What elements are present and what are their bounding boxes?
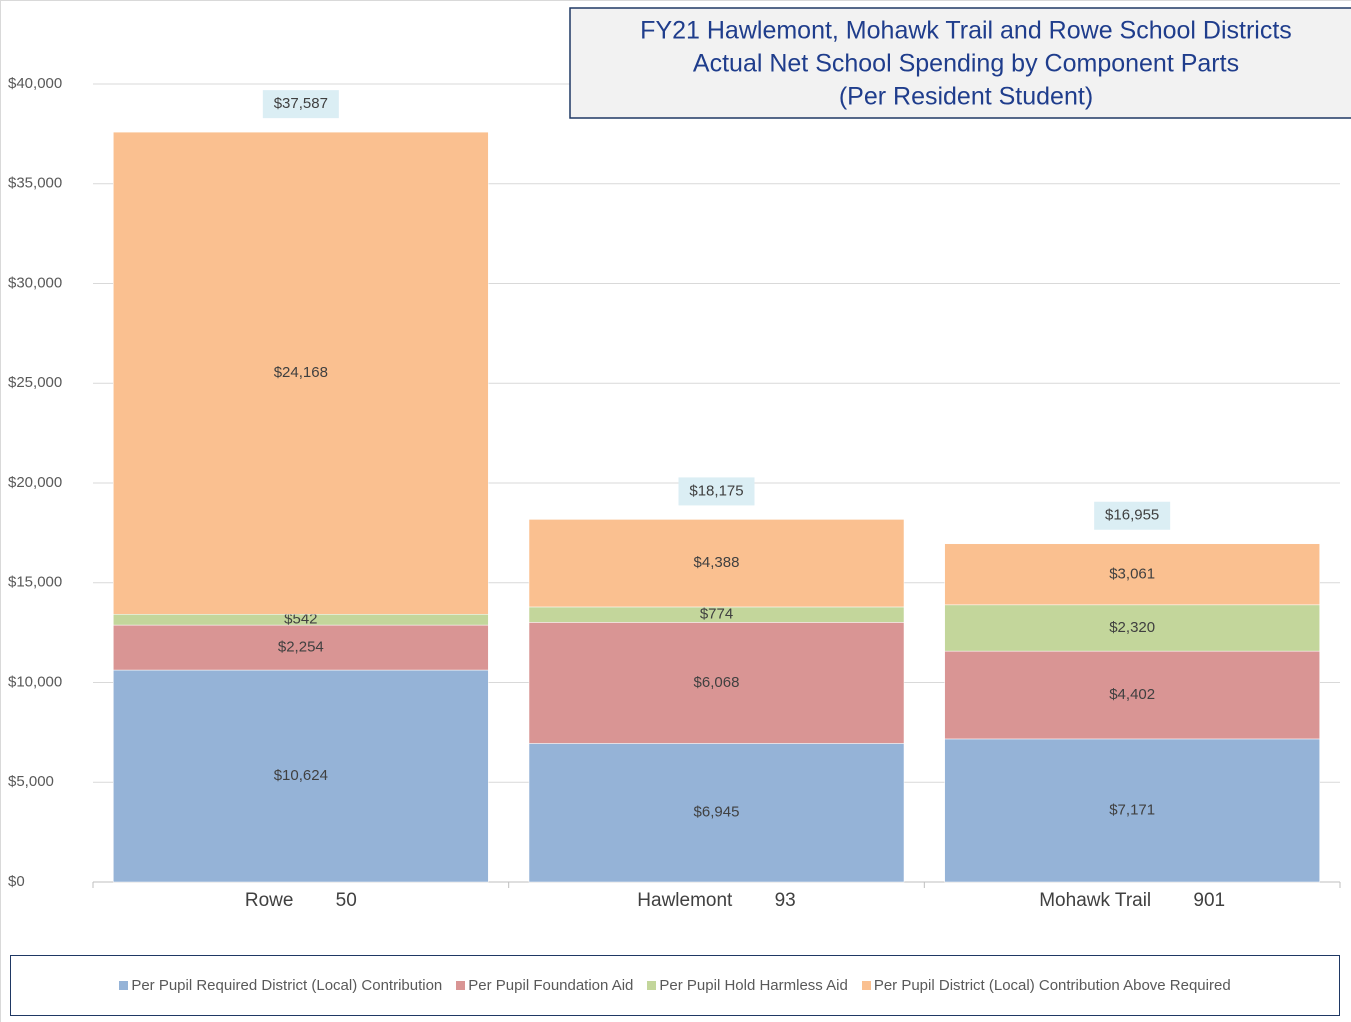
legend: Per Pupil Required District (Local) Cont… xyxy=(10,955,1340,1016)
data-label: $542 xyxy=(284,611,317,628)
bar-segment xyxy=(944,604,1320,652)
x-tick-label: Hawlemont 93 xyxy=(637,890,795,911)
data-label: $2,320 xyxy=(1109,619,1155,636)
total-label-bg xyxy=(678,477,755,506)
y-tick-label: $20,000 xyxy=(8,474,62,491)
bar-segment xyxy=(113,669,489,883)
y-tick-label: $30,000 xyxy=(8,274,62,291)
data-label: $7,171 xyxy=(1109,801,1155,818)
chart-title: FY21 Hawlemont, Mohawk Trail and Rowe Sc… xyxy=(640,17,1292,45)
total-label-bg xyxy=(1094,501,1171,530)
y-tick-label: $5,000 xyxy=(8,773,54,790)
legend-item: Per Pupil Foundation Aid xyxy=(456,977,633,994)
title-box xyxy=(569,7,1351,119)
legend-label: Per Pupil Hold Harmless Aid xyxy=(659,977,848,994)
data-label: $6,945 xyxy=(694,804,740,821)
data-label: $24,168 xyxy=(274,364,328,381)
legend-label: Per Pupil District (Local) Contribution … xyxy=(873,977,1231,994)
y-tick-label: $35,000 xyxy=(8,175,62,192)
legend-label: Per Pupil Required District (Local) Cont… xyxy=(131,977,443,994)
bar-segment xyxy=(113,131,489,615)
bar-segment xyxy=(944,543,1320,606)
bar-segment xyxy=(944,738,1320,883)
total-label-bg xyxy=(262,90,339,119)
data-label: $10,624 xyxy=(274,767,328,784)
legend-marker xyxy=(119,981,129,990)
total-label: $18,175 xyxy=(689,482,743,499)
data-label: $4,402 xyxy=(1109,686,1155,703)
total-label: $16,955 xyxy=(1105,507,1159,524)
y-tick-label: $10,000 xyxy=(8,673,62,690)
data-label: $2,254 xyxy=(278,639,324,656)
y-tick-label: $40,000 xyxy=(8,75,62,92)
total-label: $37,587 xyxy=(274,95,328,112)
y-tick-label: $25,000 xyxy=(8,374,62,391)
data-label: $3,061 xyxy=(1109,565,1155,582)
x-tick-label: Rowe 50 xyxy=(245,890,357,911)
legend-marker xyxy=(456,981,466,990)
legend-item: Per Pupil Hold Harmless Aid xyxy=(647,977,848,994)
data-label: $4,388 xyxy=(694,554,740,571)
chart-title: (Per Resident Student) xyxy=(839,83,1093,111)
legend-item: Per Pupil Required District (Local) Cont… xyxy=(119,977,442,994)
x-tick-label: Mohawk Trail 901 xyxy=(1039,890,1225,911)
legend-item: Per Pupil District (Local) Contribution … xyxy=(861,977,1231,994)
legend-label: Per Pupil Foundation Aid xyxy=(468,977,634,994)
y-tick-label: $15,000 xyxy=(8,574,62,591)
legend-marker xyxy=(647,981,657,990)
chart-title: Actual Net School Spending by Component … xyxy=(693,50,1239,78)
y-tick-label: $0 xyxy=(8,873,25,890)
legend-marker xyxy=(861,981,871,990)
data-label: $774 xyxy=(700,606,733,623)
bar-segment xyxy=(528,743,905,883)
data-label: $6,068 xyxy=(694,674,740,691)
bar-segment xyxy=(528,622,905,744)
bar-segment xyxy=(528,519,905,608)
